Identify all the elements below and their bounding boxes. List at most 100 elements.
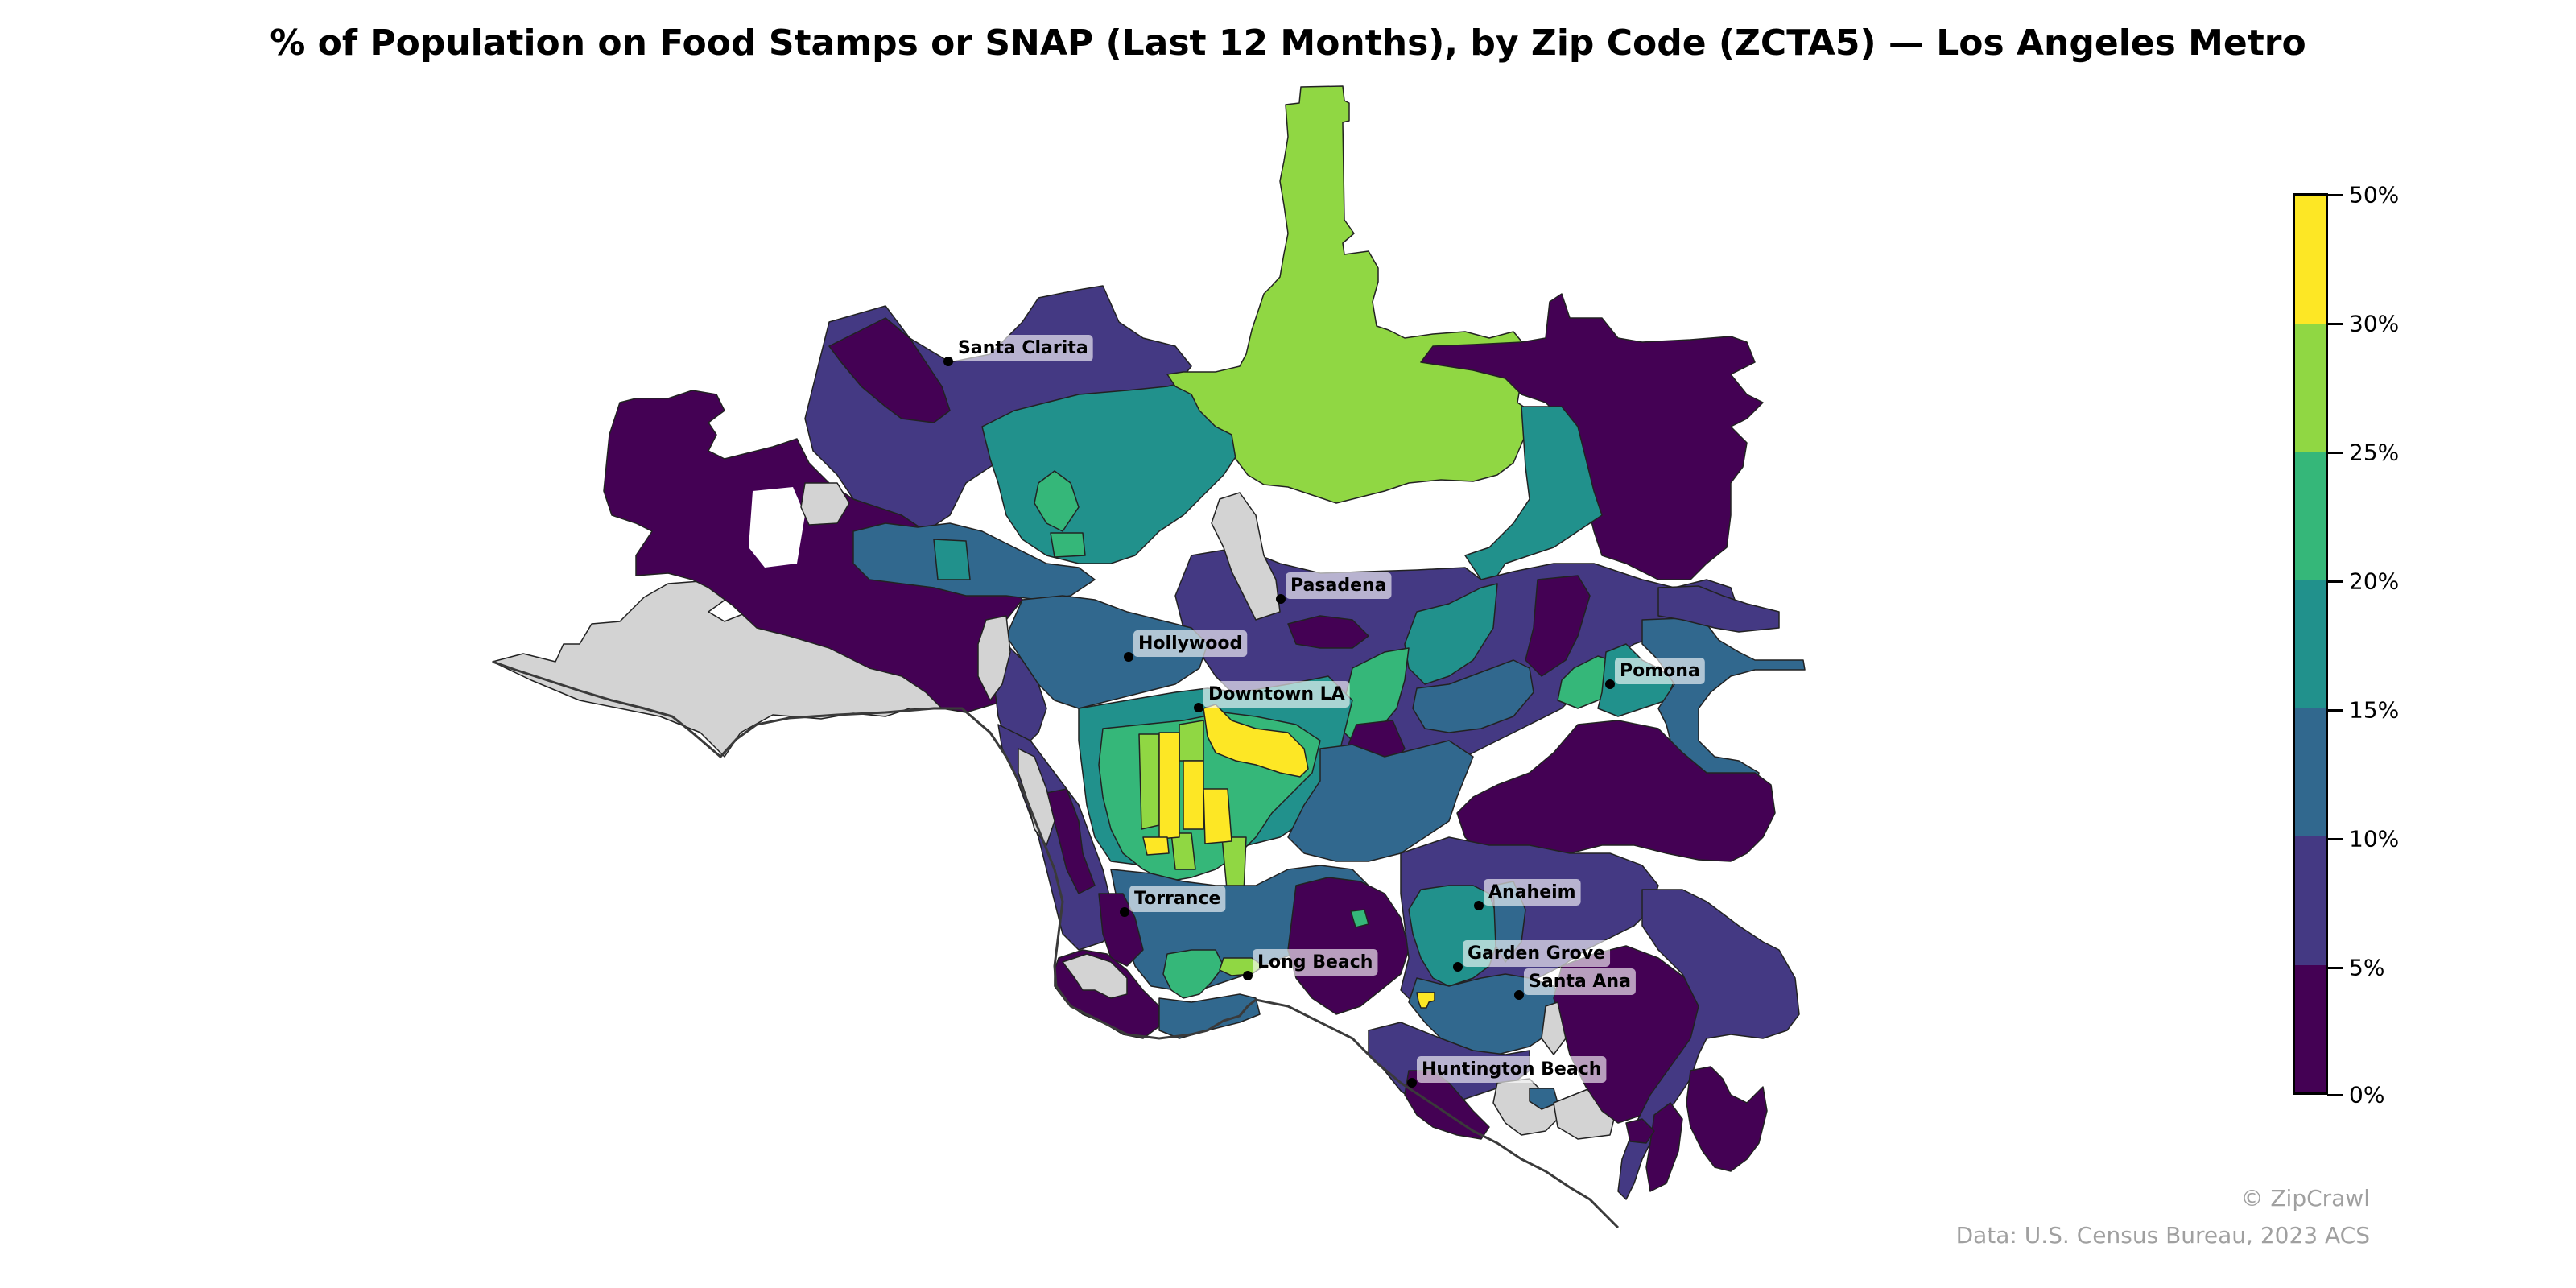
city-dot-icon [1474,901,1484,910]
city-marker-long-beach: Long Beach [1243,949,1378,980]
city-marker-downtown-la: Downtown LA [1194,681,1350,712]
region-0-5-south-oc [1686,1066,1768,1172]
city-label: Hollywood [1138,634,1242,654]
city-label-background [953,335,1093,361]
region-5-10-east [1657,585,1780,633]
colorbar-label-25: 25% [2349,439,2400,466]
city-marker-garden-grove: Garden Grove [1453,940,1611,972]
city-dot-icon [1514,990,1524,1000]
city-label-background [1463,940,1611,967]
region-0-5-southeast [1456,720,1776,862]
colorbar-bin-5-10 [2295,836,2326,965]
region-0-5-lakewood [1287,877,1410,1015]
region-20-25-long-beach-west [1162,949,1224,999]
region-0-5-sgv-pocket [1525,575,1591,677]
city-marker-santa-clarita: Santa Clarita [943,335,1093,366]
city-marker-huntington-beach: Huntington Beach [1407,1056,1607,1088]
city-label-background [1417,1056,1607,1083]
city-label-background [1203,681,1350,708]
city-dot-icon [1276,594,1286,604]
region-no-data-newport [1492,1078,1563,1136]
region-20-25-sfv-2 [1050,532,1086,558]
region-30-50-downtown [1203,704,1309,778]
colorbar-tick [2327,838,2343,840]
copyright-credit: © ZipCrawl [2240,1185,2370,1212]
colorbar-tick [2327,1094,2343,1096]
colorbar-label-10: 10% [2349,825,2400,852]
region-10-15-san-pedro [1158,993,1261,1039]
colorbar-bin-10-15 [2295,708,2326,837]
colorbar-label-0: 0% [2349,1081,2385,1108]
region-no-data-westside [977,615,1011,701]
region-25-30-south-la-a [1138,733,1160,830]
colorbar-bin-25-30 [2295,324,2326,452]
chart-title: % of Population on Food Stamps or SNAP (… [270,23,2306,64]
city-label: Garden Grove [1468,943,1605,964]
city-marker-santa-ana: Santa Ana [1514,968,1636,1000]
city-label-background [1524,968,1636,995]
region-no-data-palos-verdes [1062,953,1128,999]
city-marker-pasadena: Pasadena [1276,572,1392,604]
region-gap-angeles-nf [1232,483,1521,573]
region-20-25-cerritos [1350,909,1369,928]
region-10-15-southeast-la [1287,740,1474,862]
region-no-data-pasadena [1211,492,1281,621]
city-label: Santa Clarita [958,338,1088,358]
colorbar-bin-0-5 [2295,964,2326,1092]
region-25-30-south-la-b [1179,720,1204,762]
city-dot-icon [1407,1078,1417,1088]
colorbar-bin-30-50 [2295,196,2326,324]
region-25-30-south-la-c [1170,832,1196,870]
city-marker-pomona: Pomona [1605,658,1705,689]
region-no-data-coast [1018,748,1055,846]
region-0-5-santa-clarita-west [828,317,951,423]
city-dot-icon [1453,962,1463,972]
city-label-background [1286,572,1392,599]
colorbar-tick [2327,967,2343,969]
city-marker-torrance: Torrance [1120,886,1226,917]
city-label: Anaheim [1488,882,1576,902]
city-label: Long Beach [1257,952,1373,972]
region-30-50-south-la-a [1158,732,1180,840]
colorbar-bin-20-25 [2295,452,2326,580]
region-10-15-sfv-south [852,522,1096,601]
region-10-15-newport-small [1529,1088,1558,1110]
city-marker-anaheim: Anaheim [1474,879,1581,910]
city-label-background [1253,949,1378,976]
colorbar-label-50: 50% [2349,181,2400,208]
coastline [492,660,1620,1229]
region-0-5-beach-cities [1046,788,1096,894]
map-regions [492,85,1806,1200]
colorbar-tick [2327,194,2343,196]
colorbar-label-5: 5% [2349,954,2385,981]
region-20-25-pomona-west [1557,655,1615,709]
city-label-background [1615,658,1705,684]
city-dot-icon [1243,971,1253,980]
region-30-50-south-la-b [1183,760,1204,830]
city-marker-hollywood: Hollywood [1124,630,1248,662]
region-25-30-antelope-valley [1166,85,1530,504]
colorbar-tick [2327,580,2343,583]
colorbar-bin-15-20 [2295,580,2326,709]
colorbar-label-30: 30% [2349,310,2400,337]
colorbar [2293,193,2328,1095]
colorbar-label-20: 20% [2349,568,2400,595]
colorbar-tick [2327,452,2343,454]
region-15-20-foothill [1464,406,1603,580]
city-label-background [1129,886,1226,912]
region-30-50-south-la-c [1203,788,1232,844]
region-15-20-sfv-south [933,539,971,580]
city-label: Torrance [1134,889,1220,909]
region-30-50-westminster [1416,992,1435,1009]
city-dot-icon [1124,652,1133,662]
region-gap-west [749,487,805,568]
region-no-data-valley [800,482,850,526]
region-no-data-irvine [1541,1001,1567,1055]
colorbar-label-15: 15% [2349,696,2400,724]
city-label-background [1133,630,1248,657]
city-dot-icon [1120,907,1129,917]
city-dot-icon [1194,703,1203,712]
city-dot-icon [943,357,953,366]
colorbar-tick [2327,323,2343,325]
